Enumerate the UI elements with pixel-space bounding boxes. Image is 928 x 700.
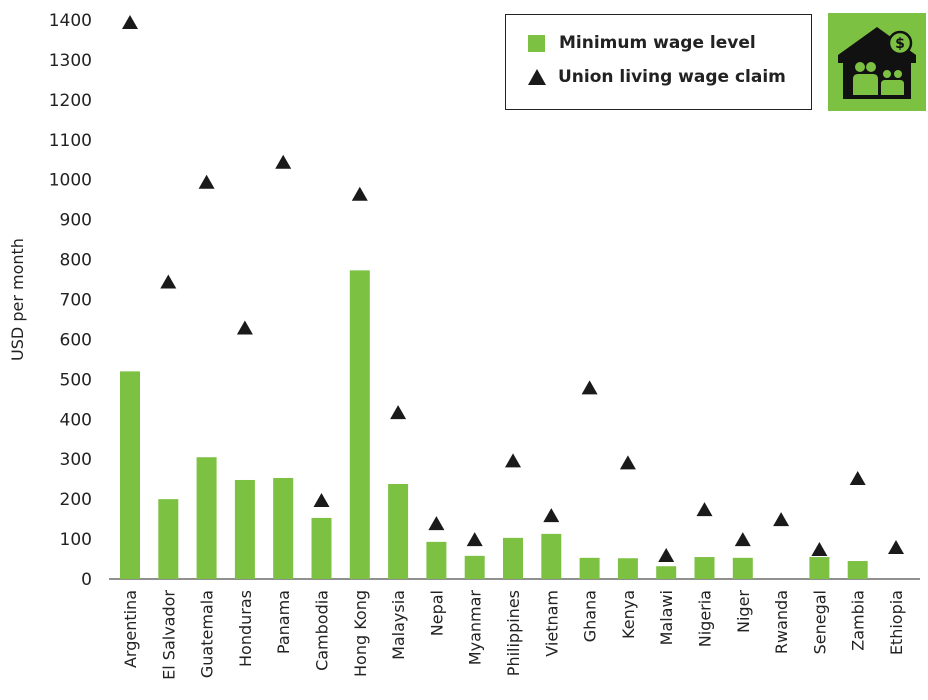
x-tick-label: Philippines — [504, 590, 523, 676]
living-wage-marker — [619, 455, 636, 470]
x-tick-label: Senegal — [810, 590, 829, 654]
living-wage-marker — [275, 154, 292, 169]
y-axis-label: USD per month — [8, 238, 27, 361]
living-wage-marker — [351, 186, 368, 201]
living-wage-marker — [543, 508, 560, 523]
living-wage-marker — [428, 516, 445, 531]
living-wage-marker — [696, 502, 713, 517]
living-wage-marker — [811, 542, 828, 557]
living-wage-marker — [122, 14, 138, 29]
house-family-dollar-icon: $ — [828, 13, 926, 111]
x-tick-label: Argentina — [121, 590, 140, 668]
x-tick-label: Nepal — [427, 590, 446, 636]
y-tick-label: 200 — [60, 490, 92, 510]
bar — [503, 537, 523, 579]
x-tick-label: Hong Kong — [351, 590, 370, 677]
x-tick-label: Malaysia — [389, 590, 408, 660]
living-wage-marker — [888, 540, 904, 555]
living-wage-marker — [773, 512, 790, 527]
bar — [541, 533, 562, 579]
x-tick-label: Niger — [734, 590, 753, 633]
x-tick-label: Guatemala — [198, 590, 217, 678]
bar — [273, 477, 294, 579]
x-tick-label: Ethiopia — [887, 590, 906, 655]
y-tick-label: 100 — [60, 530, 92, 550]
legend-item-minimum-wage: Minimum wage level — [528, 33, 756, 53]
x-tick-label: Zambia — [849, 590, 868, 651]
x-tick-label: Myanmar — [466, 590, 485, 666]
x-tick-label: Kenya — [619, 590, 638, 639]
legend-label: Union living wage claim — [558, 67, 786, 87]
y-tick-label: 1200 — [49, 91, 92, 111]
y-tick-label: 1400 — [49, 11, 92, 31]
bar — [579, 557, 600, 579]
bar — [158, 499, 179, 579]
x-tick-label: Ghana — [581, 590, 600, 642]
bar — [656, 566, 677, 579]
y-tick-label: 800 — [60, 251, 92, 271]
x-tick-label: Panama — [274, 590, 293, 654]
bar — [732, 557, 753, 579]
y-tick-label: 500 — [60, 370, 92, 390]
y-tick-label: 600 — [60, 330, 92, 350]
bar — [809, 557, 830, 579]
legend-swatch-triangle — [528, 69, 546, 85]
bar — [311, 517, 332, 579]
x-tick-label: Vietnam — [542, 590, 561, 657]
x-tick-label: Cambodia — [313, 590, 332, 671]
living-wage-marker — [734, 532, 751, 547]
x-tick-label: El Salvador — [159, 590, 178, 680]
y-tick-label: 0 — [81, 570, 92, 590]
bar — [388, 483, 409, 579]
y-tick-label: 1100 — [49, 131, 92, 151]
bar — [464, 555, 485, 579]
living-wage-marker — [466, 532, 483, 547]
y-tick-label: 300 — [60, 450, 92, 470]
bar — [349, 270, 370, 579]
living-wage-marker — [236, 320, 253, 335]
x-tick-label: Malawi — [657, 590, 676, 645]
x-tick-label: Rwanda — [772, 590, 791, 654]
y-tick-label: 1300 — [49, 51, 92, 71]
x-tick-label: Honduras — [236, 590, 255, 667]
y-tick-label: 400 — [60, 410, 92, 430]
legend-item-living-wage: Union living wage claim — [528, 67, 786, 87]
bar — [120, 371, 140, 579]
living-wage-marker — [313, 492, 330, 507]
living-wage-marker — [658, 548, 675, 563]
legend-label: Minimum wage level — [559, 33, 756, 53]
living-wage-marker — [160, 274, 177, 289]
bar — [426, 541, 447, 579]
living-wage-marker — [198, 174, 215, 189]
bar — [234, 479, 255, 579]
bar — [196, 457, 217, 579]
living-wage-marker — [505, 453, 521, 468]
legend: Minimum wage level Union living wage cla… — [505, 14, 812, 110]
bar — [617, 558, 638, 579]
living-wage-marker — [849, 470, 866, 485]
bar — [694, 557, 715, 579]
x-tick-label: Nigeria — [696, 590, 715, 647]
living-wage-marker — [581, 380, 598, 395]
svg-text:$: $ — [895, 36, 905, 52]
bar — [847, 561, 868, 579]
living-wage-marker — [390, 405, 407, 420]
y-tick-label: 900 — [60, 211, 92, 231]
legend-swatch-bar — [528, 34, 545, 52]
y-tick-label: 700 — [60, 291, 92, 311]
y-tick-label: 1000 — [49, 171, 92, 191]
